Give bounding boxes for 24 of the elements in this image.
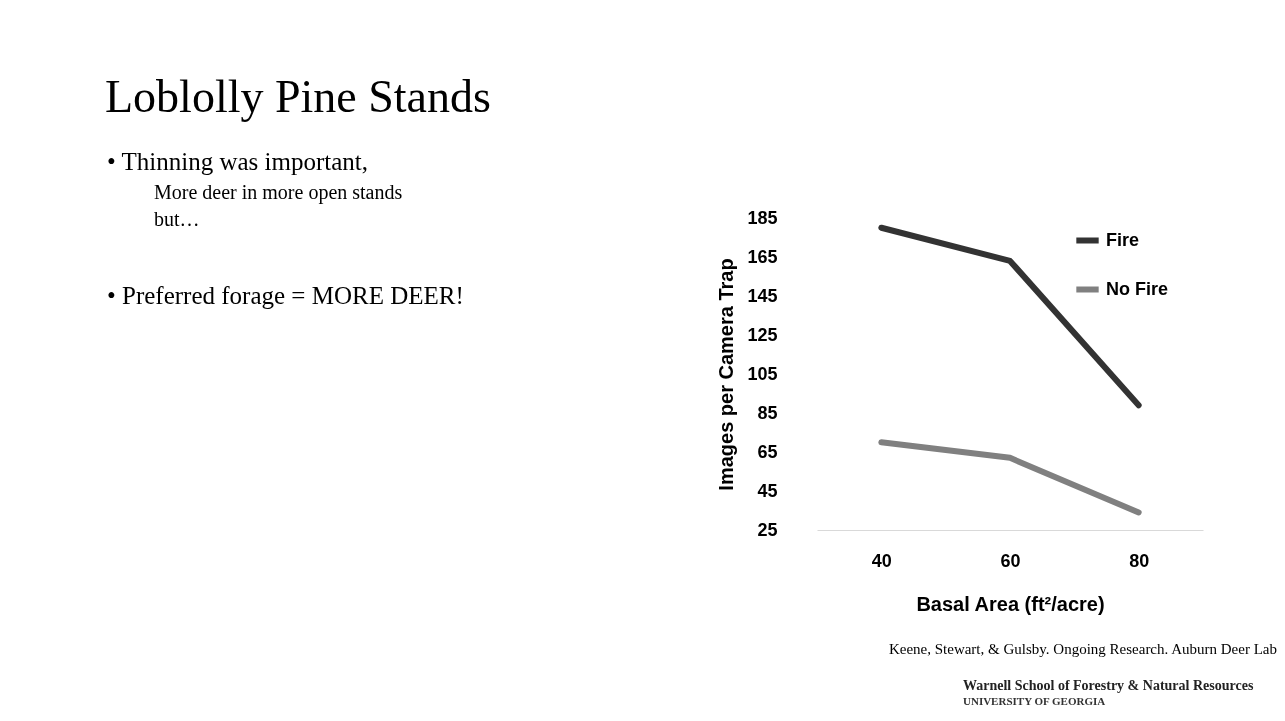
text: • Preferred forage = MORE DEER! <box>107 282 464 309</box>
text: • Thinning was important, <box>107 148 369 175</box>
text: More deer in more open stands <box>154 181 403 204</box>
y-tick-label: 65 <box>757 441 778 462</box>
text: Loblolly Pine Stands <box>105 71 491 122</box>
x-axis-title: Basal Area (ft²/acre) <box>916 592 1105 615</box>
text: Warnell School of Forestry & Natural Resources <box>963 678 1254 693</box>
x-tick-label: 40 <box>871 550 892 571</box>
text: but… <box>154 208 200 230</box>
y-tick-label: 145 <box>747 285 778 306</box>
y-tick-label: 45 <box>757 480 778 501</box>
text: Keene, Stewart, & Gulsby. Ongoing Research. Auburn Deer Lab <box>888 641 1277 657</box>
y-tick-label: 125 <box>747 324 778 345</box>
legend-label: No Fire <box>1106 278 1169 299</box>
y-tick-label: 165 <box>747 246 778 267</box>
y-tick-label: 105 <box>747 363 778 384</box>
legend-label: Fire <box>1106 229 1140 250</box>
y-axis-title: Images per Camera Trap <box>715 258 738 491</box>
y-tick-label: 85 <box>757 402 778 423</box>
x-tick-label: 60 <box>1000 550 1021 571</box>
y-tick-label: 25 <box>757 519 778 540</box>
text: UNIVERSITY OF GEORGIA <box>963 695 1106 707</box>
y-tick-label: 185 <box>747 207 778 228</box>
x-tick-label: 80 <box>1129 550 1150 571</box>
